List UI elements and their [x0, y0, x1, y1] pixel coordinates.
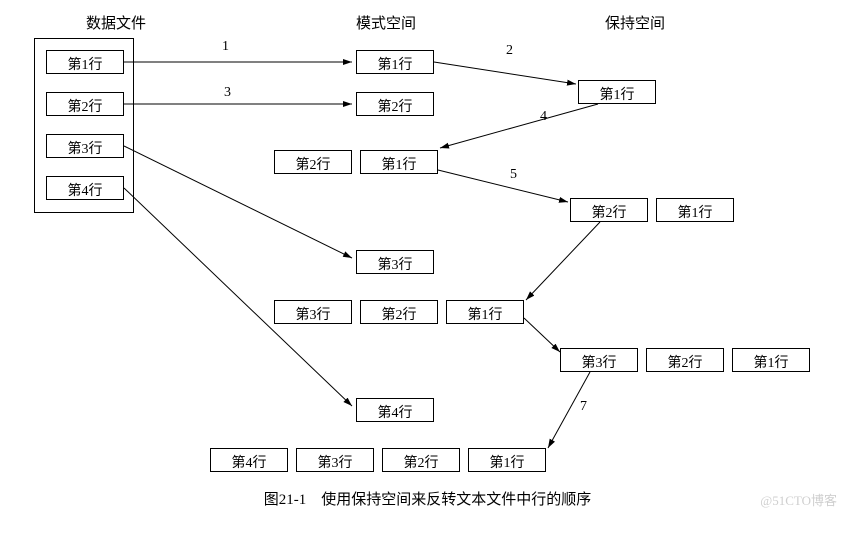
- row4-b2: 第2行: [360, 300, 438, 324]
- row5-b3: 第3行: [560, 348, 638, 372]
- watermark: @51CTO博客: [760, 490, 837, 509]
- row5-b2: 第2行: [646, 348, 724, 372]
- header-hold: 保持空间: [605, 12, 665, 33]
- row3-b2: 第2行: [570, 198, 648, 222]
- diagram-stage: { "headers": {"datafile":"数据文件","pattern…: [0, 0, 855, 533]
- figure-caption: 图21-1 使用保持空间来反转文本文件中行的顺序: [0, 488, 855, 509]
- src-row2: 第2行: [46, 92, 124, 116]
- row6-b2: 第2行: [382, 448, 460, 472]
- src-row3: 第3行: [46, 134, 124, 158]
- edge-1-label: 1: [222, 39, 229, 54]
- edge-5-label: 5: [510, 167, 517, 182]
- row2-b2: 第2行: [274, 150, 352, 174]
- edge-4-label: 4: [540, 109, 547, 124]
- pat-row4: 第4行: [356, 398, 434, 422]
- edge-7-label: 7: [580, 399, 587, 414]
- row3-b1: 第1行: [656, 198, 734, 222]
- row6-b3: 第3行: [296, 448, 374, 472]
- hold-row1: 第1行: [578, 80, 656, 104]
- row5-b1: 第1行: [732, 348, 810, 372]
- pat-row1: 第1行: [356, 50, 434, 74]
- row6-b1: 第1行: [468, 448, 546, 472]
- src-row1: 第1行: [46, 50, 124, 74]
- row4-b1: 第1行: [446, 300, 524, 324]
- row2-b1: 第1行: [360, 150, 438, 174]
- row4-b3: 第3行: [274, 300, 352, 324]
- pat-row3: 第3行: [356, 250, 434, 274]
- edge-2-label: 2: [506, 43, 513, 58]
- header-datafile: 数据文件: [86, 12, 146, 33]
- edge-3-label: 3: [224, 85, 231, 100]
- header-pattern: 模式空间: [356, 12, 416, 33]
- pat-row2: 第2行: [356, 92, 434, 116]
- row6-b4: 第4行: [210, 448, 288, 472]
- src-row4: 第4行: [46, 176, 124, 200]
